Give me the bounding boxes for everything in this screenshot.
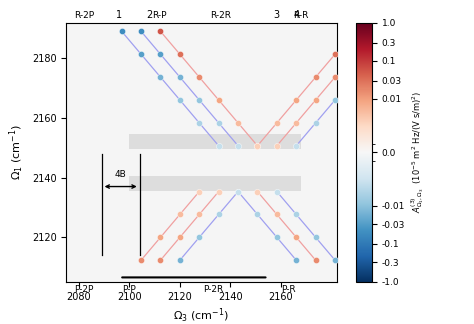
Text: P-2R: P-2R (203, 285, 223, 294)
Text: 2: 2 (146, 10, 153, 20)
Bar (129, 134, 301, 149)
Text: R-P: R-P (153, 11, 167, 20)
Text: 1: 1 (116, 10, 122, 20)
Text: R-R: R-R (293, 11, 309, 20)
Text: 4B: 4B (115, 170, 127, 179)
X-axis label: $\Omega_3$ (cm$^{-1}$): $\Omega_3$ (cm$^{-1}$) (173, 307, 229, 324)
Text: P-P: P-P (123, 285, 137, 294)
Text: R-2P: R-2P (74, 11, 94, 20)
Y-axis label: $\Omega_1$ (cm$^{-1}$): $\Omega_1$ (cm$^{-1}$) (8, 124, 27, 180)
Text: 4: 4 (293, 10, 299, 20)
Text: R-2R: R-2R (210, 11, 231, 20)
Bar (129, 176, 301, 191)
Text: 3: 3 (273, 10, 279, 20)
Y-axis label: $A^{(3)}_{\Omega_1,\Omega_3}$  ($10^{-5}$ m$^2$ Hz/(V s/m)$^2$): $A^{(3)}_{\Omega_1,\Omega_3}$ ($10^{-5}$… (410, 91, 426, 214)
Text: P-R: P-R (281, 285, 296, 294)
Text: P-2P: P-2P (74, 285, 94, 294)
